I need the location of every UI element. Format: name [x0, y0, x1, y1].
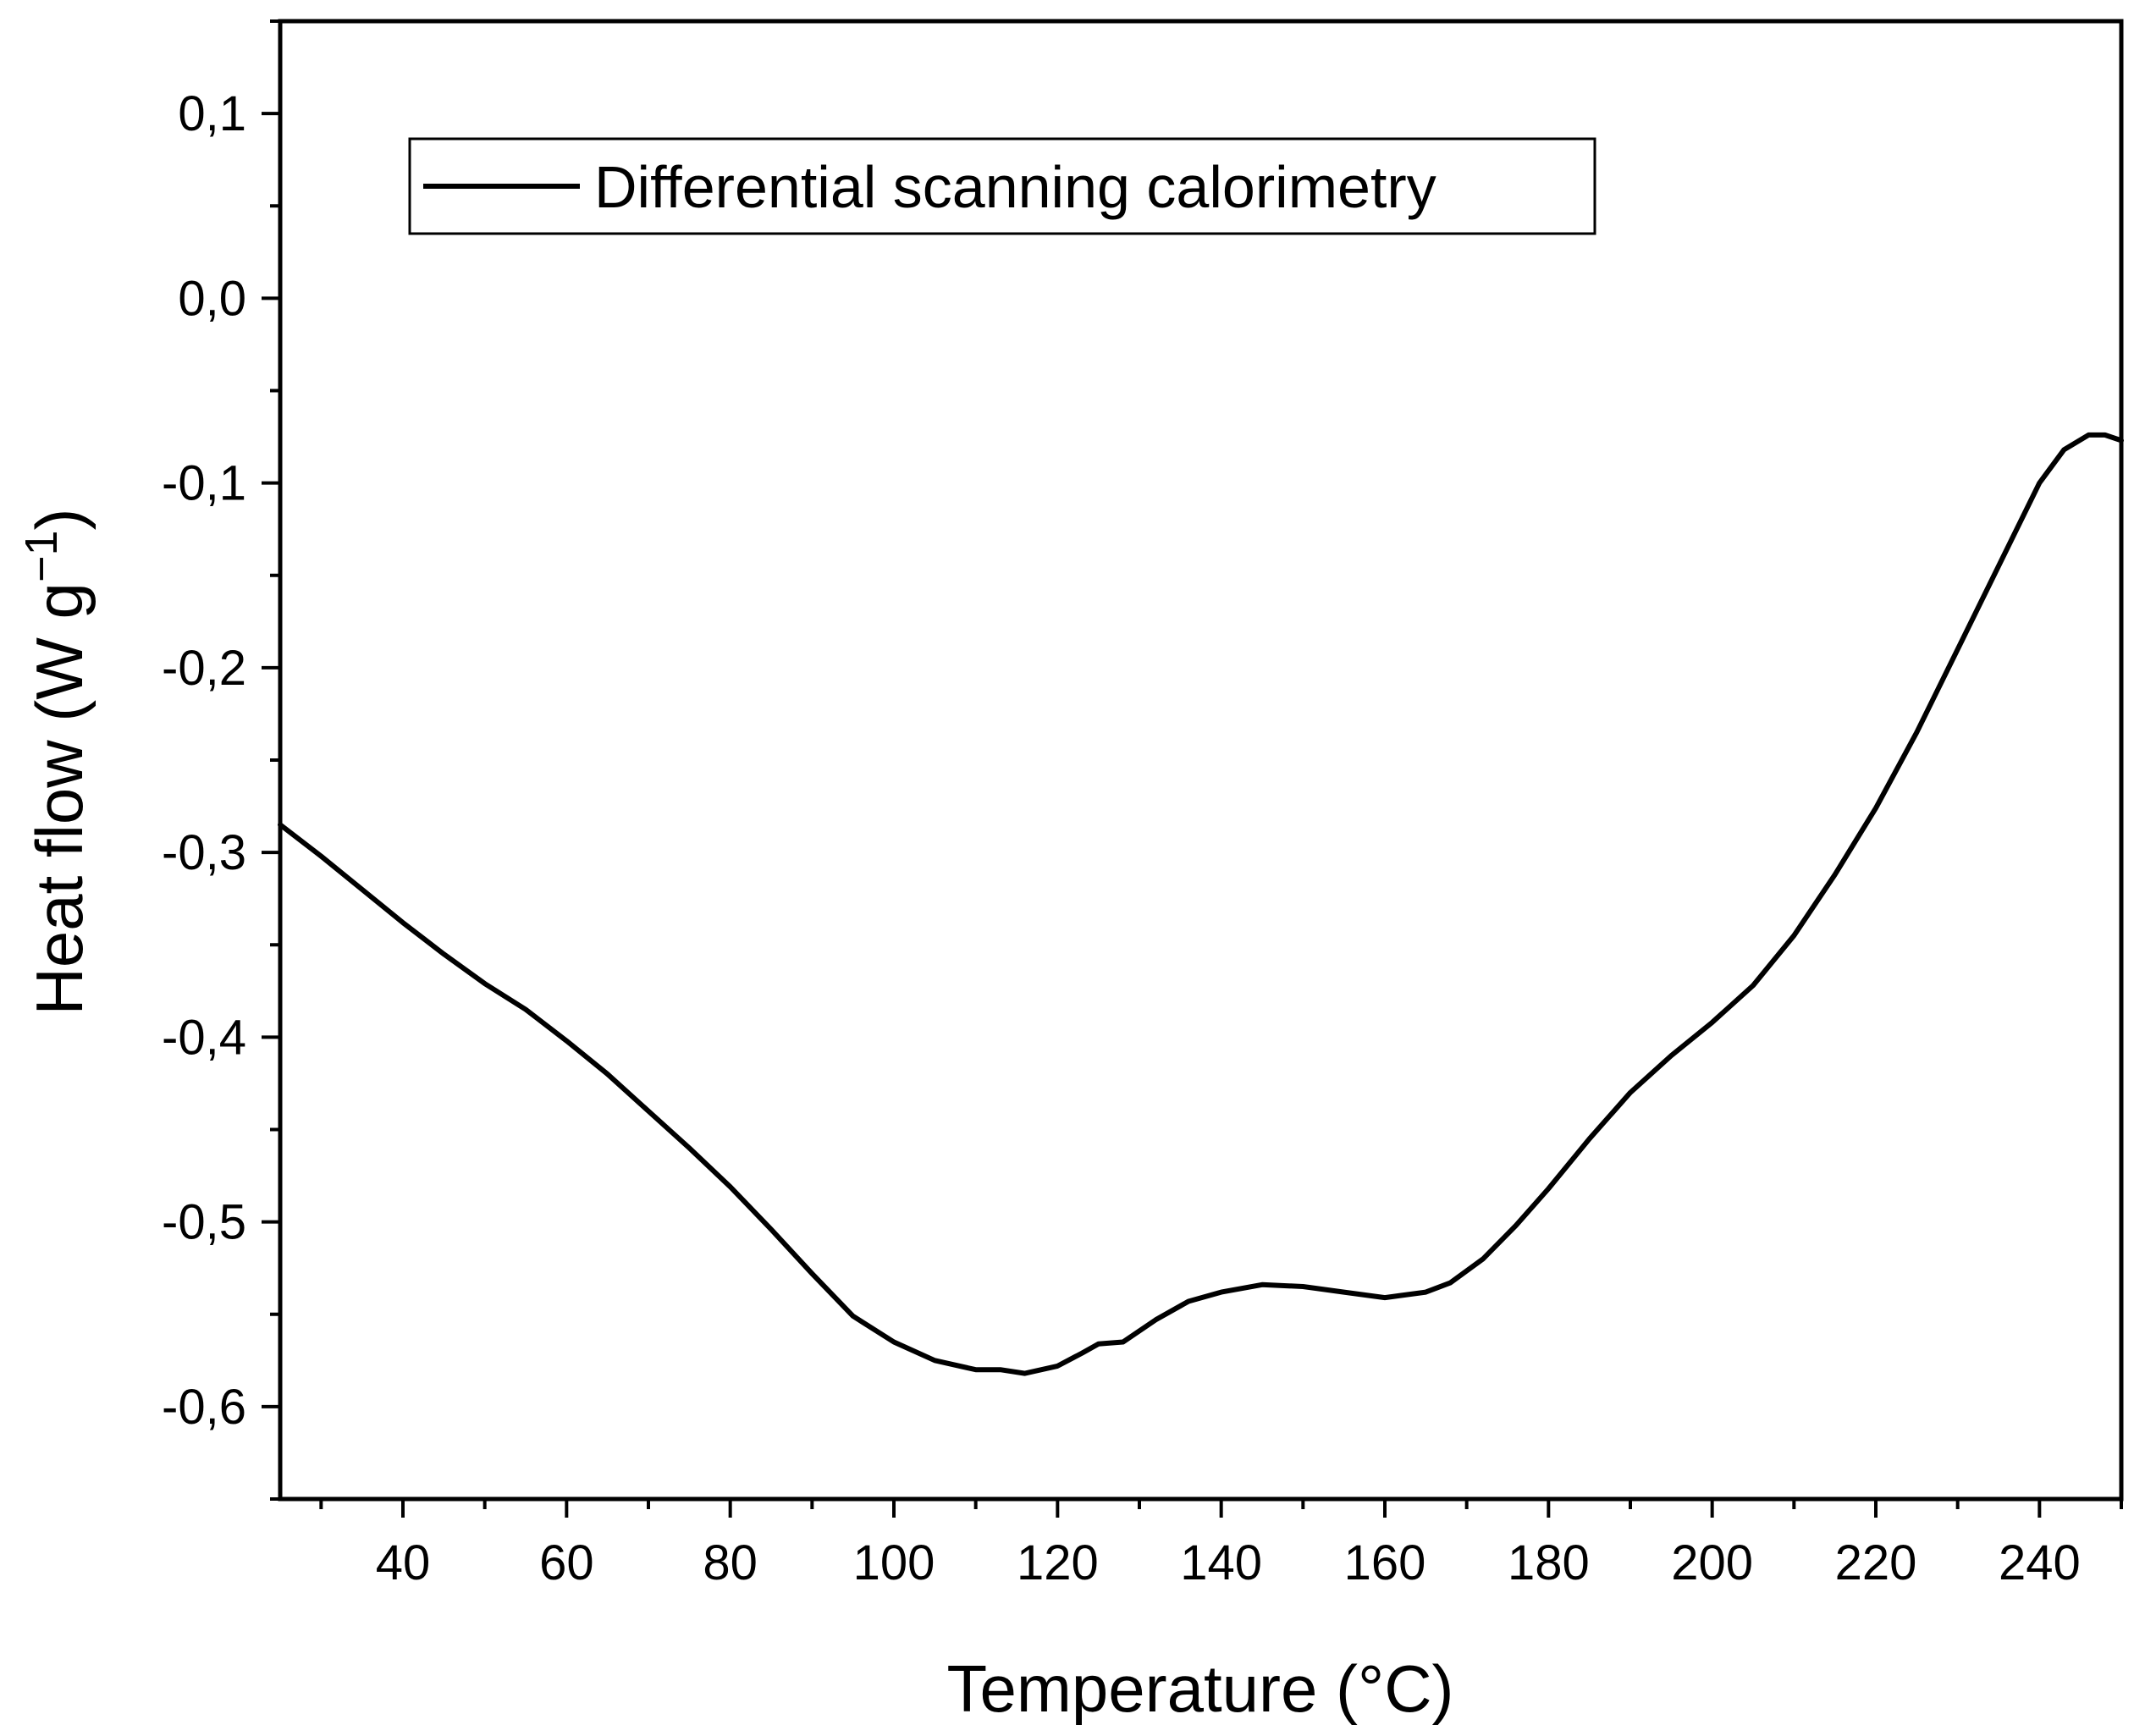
plot-frame [278, 19, 2124, 1502]
y-axis-tick-labels: 0,1 0,0 -0,1 -0,2 -0,3 -0,4 -0,5 -0,6 [162, 86, 246, 1435]
y-axis-title-main: Heat flow (W g [22, 582, 96, 1015]
x-tick-label: 180 [1508, 1535, 1590, 1590]
x-tick-label: 80 [703, 1535, 758, 1590]
dsc-series-line [278, 432, 2124, 1376]
x-tick-label: 160 [1344, 1535, 1426, 1590]
legend: Differential scanning calorimetry [408, 137, 1596, 235]
y-tick-label: 0,0 [178, 271, 246, 326]
y-axis-title-close: ) [22, 508, 96, 530]
x-axis-title: Temperature (°C) [946, 1651, 1453, 1726]
x-tick-label: 140 [1180, 1535, 1262, 1590]
x-tick-label: 60 [539, 1535, 594, 1590]
legend-box [408, 137, 1596, 235]
x-tick-label: 120 [1017, 1535, 1099, 1590]
y-tick-label: -0,4 [162, 1010, 246, 1065]
x-tick-label: 100 [853, 1535, 935, 1590]
y-axis-title: Heat flow (W g−1) [16, 508, 96, 1015]
x-axis-tick-labels: 40 60 80 100 120 140 160 180 200 220 240 [376, 1535, 2081, 1590]
y-axis-title-superscript: −1 [16, 530, 67, 582]
y-tick-label: -0,3 [162, 825, 246, 880]
x-tick-label: 220 [1835, 1535, 1917, 1590]
y-tick-label: -0,6 [162, 1380, 246, 1435]
y-tick-label: -0,5 [162, 1195, 246, 1250]
x-tick-label: 240 [1999, 1535, 2081, 1590]
y-tick-label: 0,1 [178, 86, 246, 141]
legend-label: Differential scanning calorimetry [594, 154, 1436, 220]
x-tick-label: 40 [376, 1535, 431, 1590]
y-tick-label: -0,1 [162, 456, 246, 511]
x-tick-label: 200 [1671, 1535, 1753, 1590]
y-tick-label: -0,2 [162, 641, 246, 696]
y-axis-ticks [262, 19, 280, 1501]
